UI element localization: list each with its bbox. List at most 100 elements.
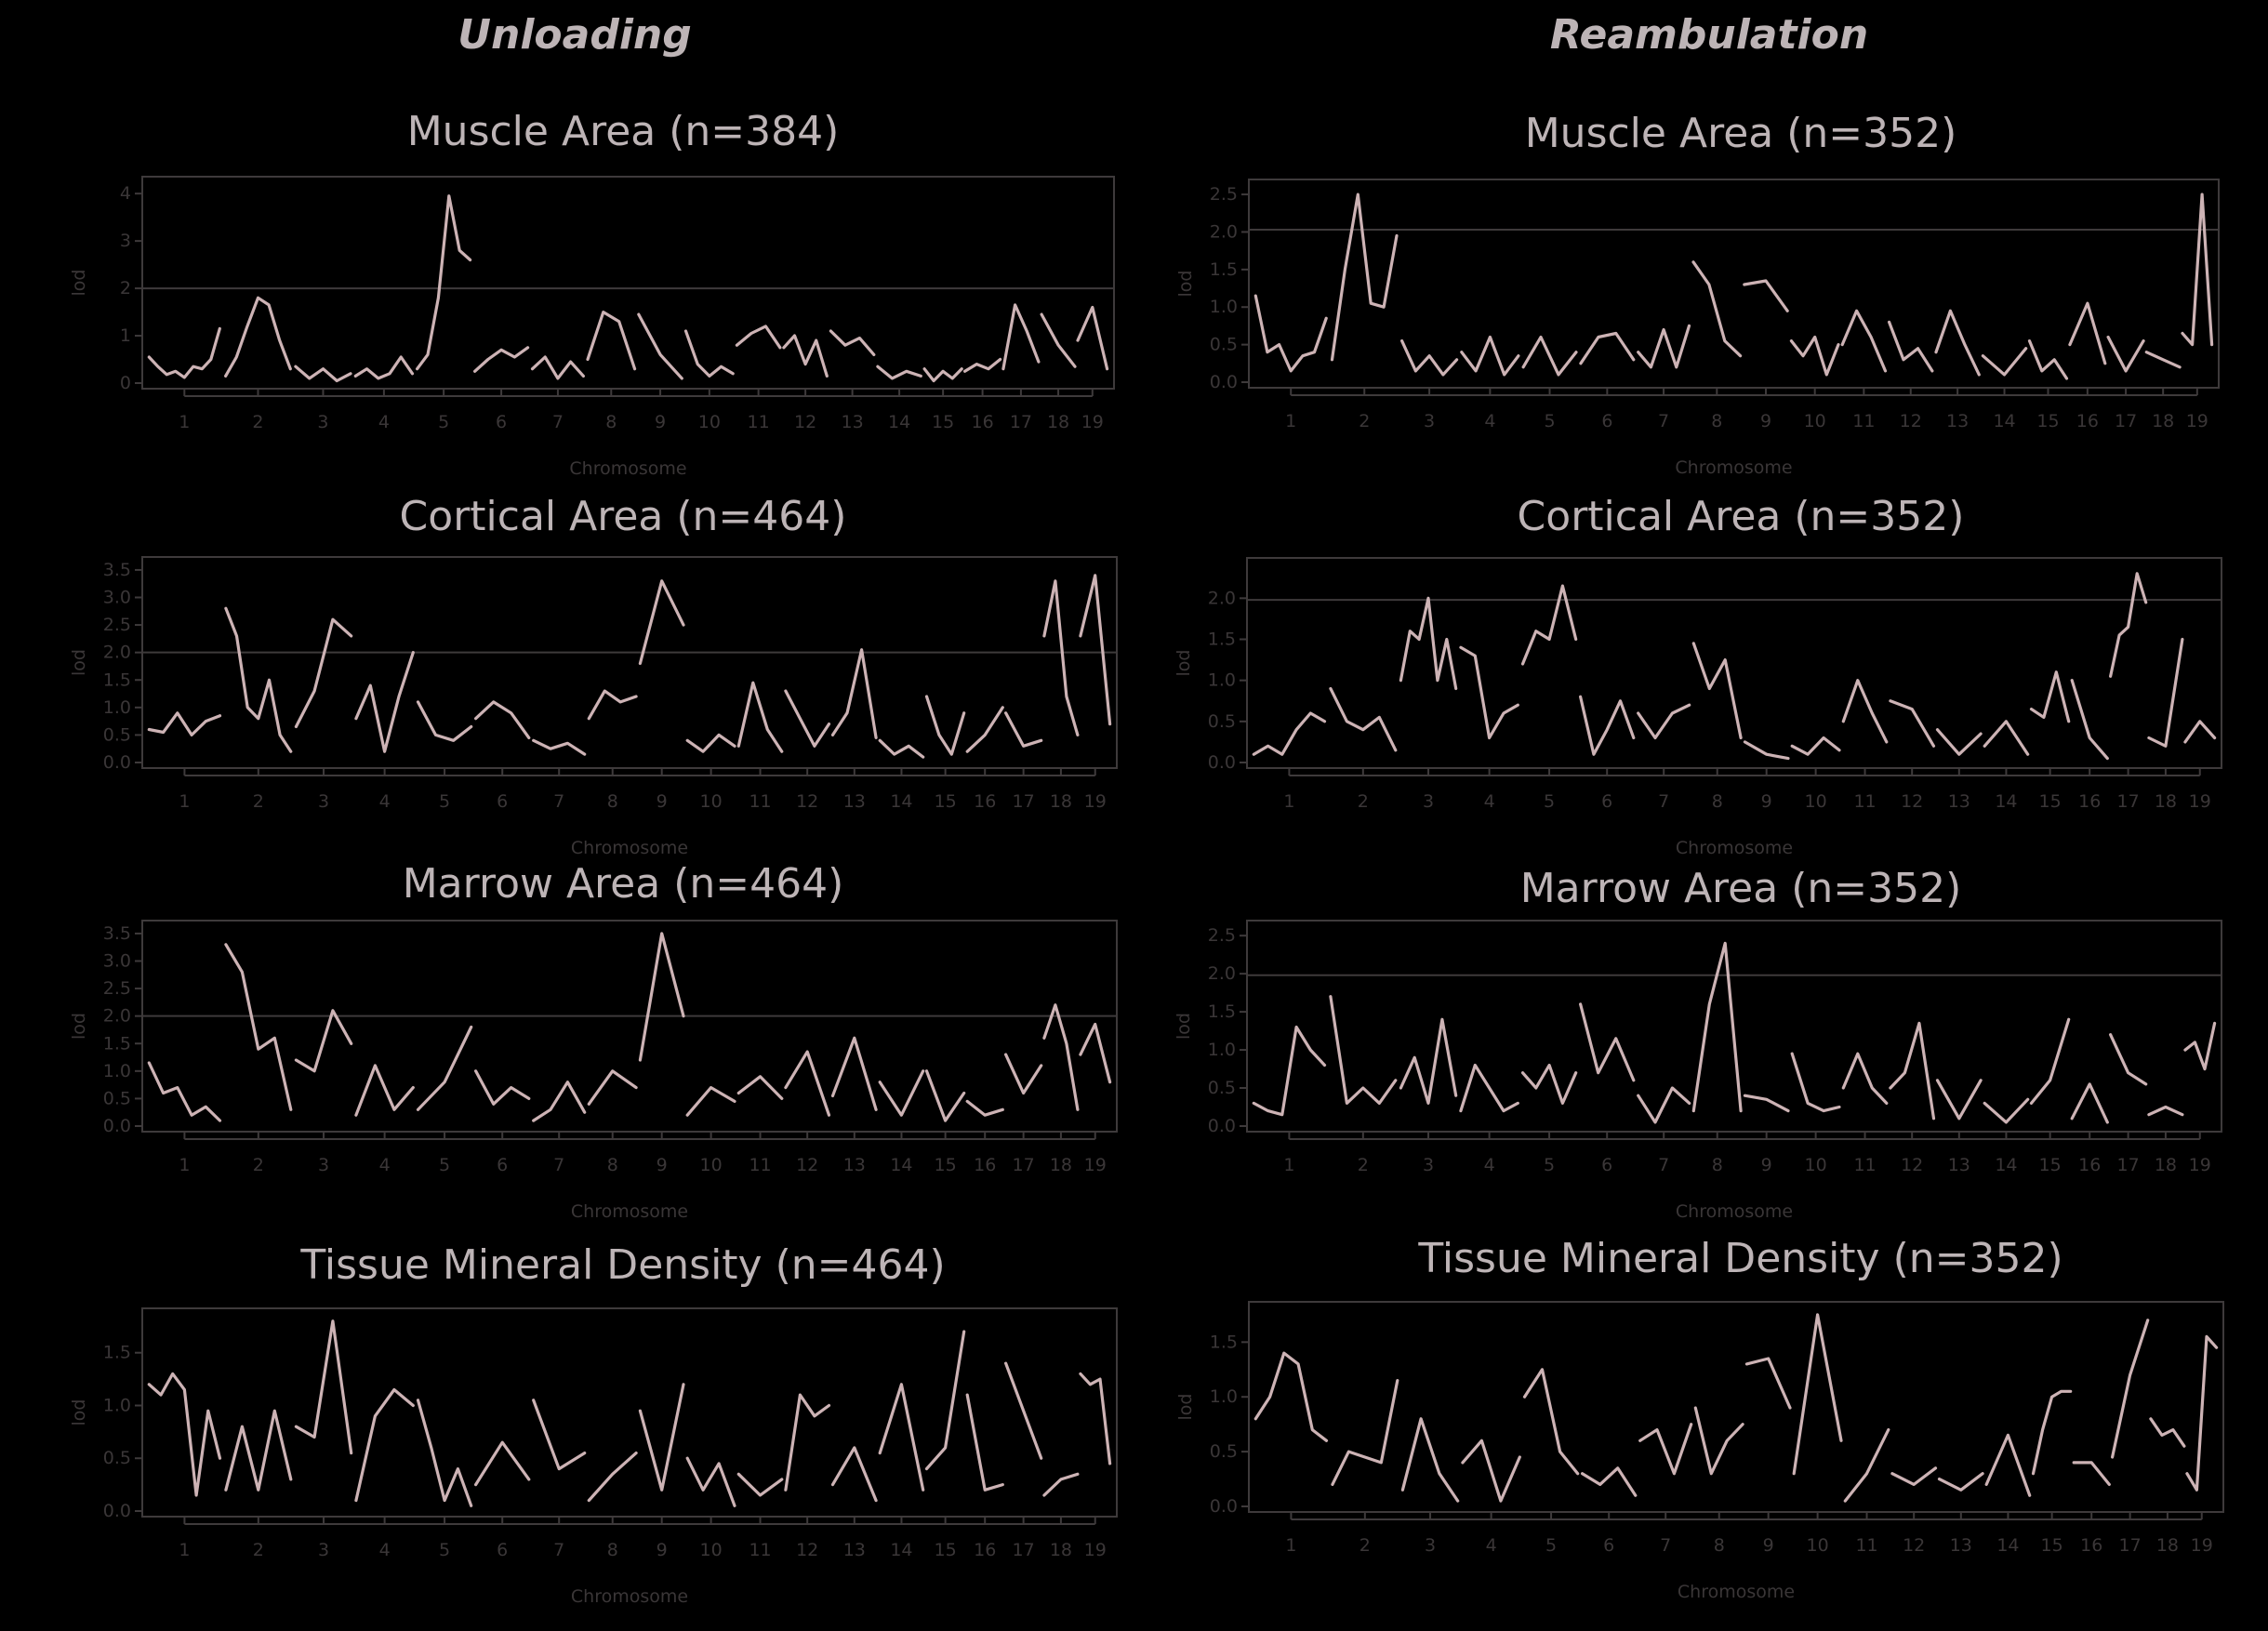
lod-curve-chromosome (1841, 679, 1889, 744)
lod-curve-chromosome (1889, 1021, 1936, 1120)
lod-curve-chromosome (1329, 686, 1398, 752)
y-tick-label: 1.5 (1210, 1332, 1238, 1352)
x-tick-label: 11 (1855, 1535, 1877, 1556)
column-title-reambulation: Reambulation (1549, 11, 1869, 59)
lod-curve-chromosome (784, 1050, 831, 1117)
x-tick-label: 7 (1658, 1155, 1669, 1175)
lod-curve-chromosome (1252, 711, 1327, 756)
x-tick-label: 4 (1486, 1535, 1497, 1556)
x-tick-label: 1 (179, 1540, 190, 1560)
x-axis-label: Chromosome (569, 458, 686, 479)
lod-curve-chromosome (2185, 1334, 2219, 1492)
lod-curve-chromosome (965, 706, 1004, 753)
lod-curve-chromosome (924, 1069, 966, 1122)
x-tick-label: 11 (1852, 411, 1875, 431)
x-tick-label: 13 (843, 1155, 866, 1175)
x-tick-label: 18 (1047, 412, 1069, 432)
x-tick-label: 19 (1084, 791, 1107, 812)
y-tick-label: 1.5 (1210, 259, 1238, 280)
lod-curve-chromosome (1579, 331, 1636, 365)
y-tick-label: 2.5 (103, 615, 131, 635)
lod-curve-chromosome (1400, 339, 1459, 377)
lod-curve-chromosome (1079, 1022, 1112, 1084)
x-tick-label: 16 (2078, 1155, 2101, 1175)
y-tick-label: 1.0 (103, 1395, 131, 1415)
x-tick-label: 12 (794, 412, 816, 432)
y-axis-label: lod (69, 270, 89, 297)
y-tick-label: 0.0 (1208, 1116, 1236, 1136)
lod-curve-chromosome (2027, 339, 2069, 380)
x-tick-label: 9 (1760, 411, 1771, 431)
lod-curve-chromosome (637, 312, 683, 380)
y-tick-label: 3.5 (103, 560, 131, 580)
lod-curve-chromosome (1040, 312, 1077, 368)
x-tick-label: 1 (179, 1155, 190, 1175)
x-tick-label: 9 (1763, 1535, 1774, 1556)
lod-curve-chromosome (1693, 1406, 1744, 1476)
x-tick-label: 16 (974, 1540, 996, 1560)
plot-frame (1248, 179, 2220, 389)
x-tick-label: 7 (1658, 791, 1669, 812)
lod-curve-chromosome (2070, 679, 2109, 761)
x-tick-label: 13 (843, 1540, 866, 1560)
lod-curve-chromosome (147, 711, 222, 736)
y-axis-label: lod (69, 649, 89, 676)
x-tick-label: 13 (843, 791, 866, 812)
x-tick-label: 4 (379, 791, 391, 812)
lod-curve-chromosome (587, 1069, 638, 1106)
x-tick-label: 11 (748, 412, 770, 432)
x-tick-label: 9 (657, 1540, 668, 1560)
x-tick-label: 1 (1285, 1535, 1296, 1556)
lod-curve-chromosome (1399, 596, 1458, 691)
y-tick-label: 3 (120, 231, 131, 251)
lod-curve-chromosome (830, 1036, 878, 1111)
x-tick-label: 17 (1010, 412, 1032, 432)
panel-title-unloading-tmd: Tissue Mineral Density (n=464) (300, 1241, 946, 1289)
x-tick-label: 19 (1084, 1540, 1107, 1560)
x-tick-label: 16 (974, 791, 996, 812)
plot-frame (1248, 1301, 2224, 1513)
lod-curve-chromosome (1691, 260, 1743, 358)
lod-curve-chromosome (830, 1446, 878, 1503)
y-tick-label: 2.0 (1210, 221, 1238, 242)
y-tick-label: 2.0 (1208, 963, 1236, 984)
lod-curve-chromosome (1888, 320, 1934, 373)
x-tick-label: 15 (2041, 1535, 2063, 1556)
x-tick-label: 1 (1283, 1155, 1294, 1175)
lod-curve-chromosome (587, 689, 638, 721)
x-tick-label: 12 (1903, 1535, 1925, 1556)
plot-frame (141, 1307, 1118, 1518)
x-tick-label: 12 (796, 791, 818, 812)
x-tick-label: 4 (379, 1155, 391, 1175)
lod-curve-chromosome (2029, 1017, 2071, 1105)
x-tick-label: 7 (553, 1155, 564, 1175)
lod-curve-chromosome (147, 326, 221, 379)
lod-curve-chromosome (2109, 572, 2148, 678)
x-tick-label: 3 (318, 1540, 329, 1560)
y-tick-label: 1.5 (103, 1033, 131, 1054)
x-tick-label: 17 (2117, 791, 2140, 812)
x-tick-label: 7 (1658, 411, 1669, 431)
x-tick-label: 19 (1081, 412, 1104, 432)
lod-curve-chromosome (2070, 1082, 2109, 1124)
lod-curve-chromosome (1637, 324, 1691, 369)
lod-curve-chromosome (1743, 279, 1789, 312)
lod-curve-chromosome (2068, 301, 2107, 365)
x-tick-label: 10 (700, 1155, 723, 1175)
x-tick-label: 2 (1358, 1155, 1369, 1175)
lod-curve-chromosome (2183, 720, 2217, 744)
lod-curve-chromosome (353, 355, 415, 380)
lod-curve-chromosome (1579, 1002, 1636, 1082)
x-tick-label: 1 (1283, 791, 1294, 812)
x-tick-label: 17 (2117, 1155, 2140, 1175)
x-tick-label: 7 (553, 791, 564, 812)
lod-curve-chromosome (1252, 1025, 1327, 1117)
x-tick-label: 4 (1484, 411, 1495, 431)
x-tick-label: 9 (1761, 791, 1772, 812)
lod-curve-chromosome (1937, 1472, 1984, 1492)
y-tick-label: 0.0 (103, 1116, 131, 1136)
lod-curve-chromosome (878, 1069, 925, 1117)
x-tick-label: 9 (657, 791, 668, 812)
plot-frame (1246, 920, 2222, 1133)
